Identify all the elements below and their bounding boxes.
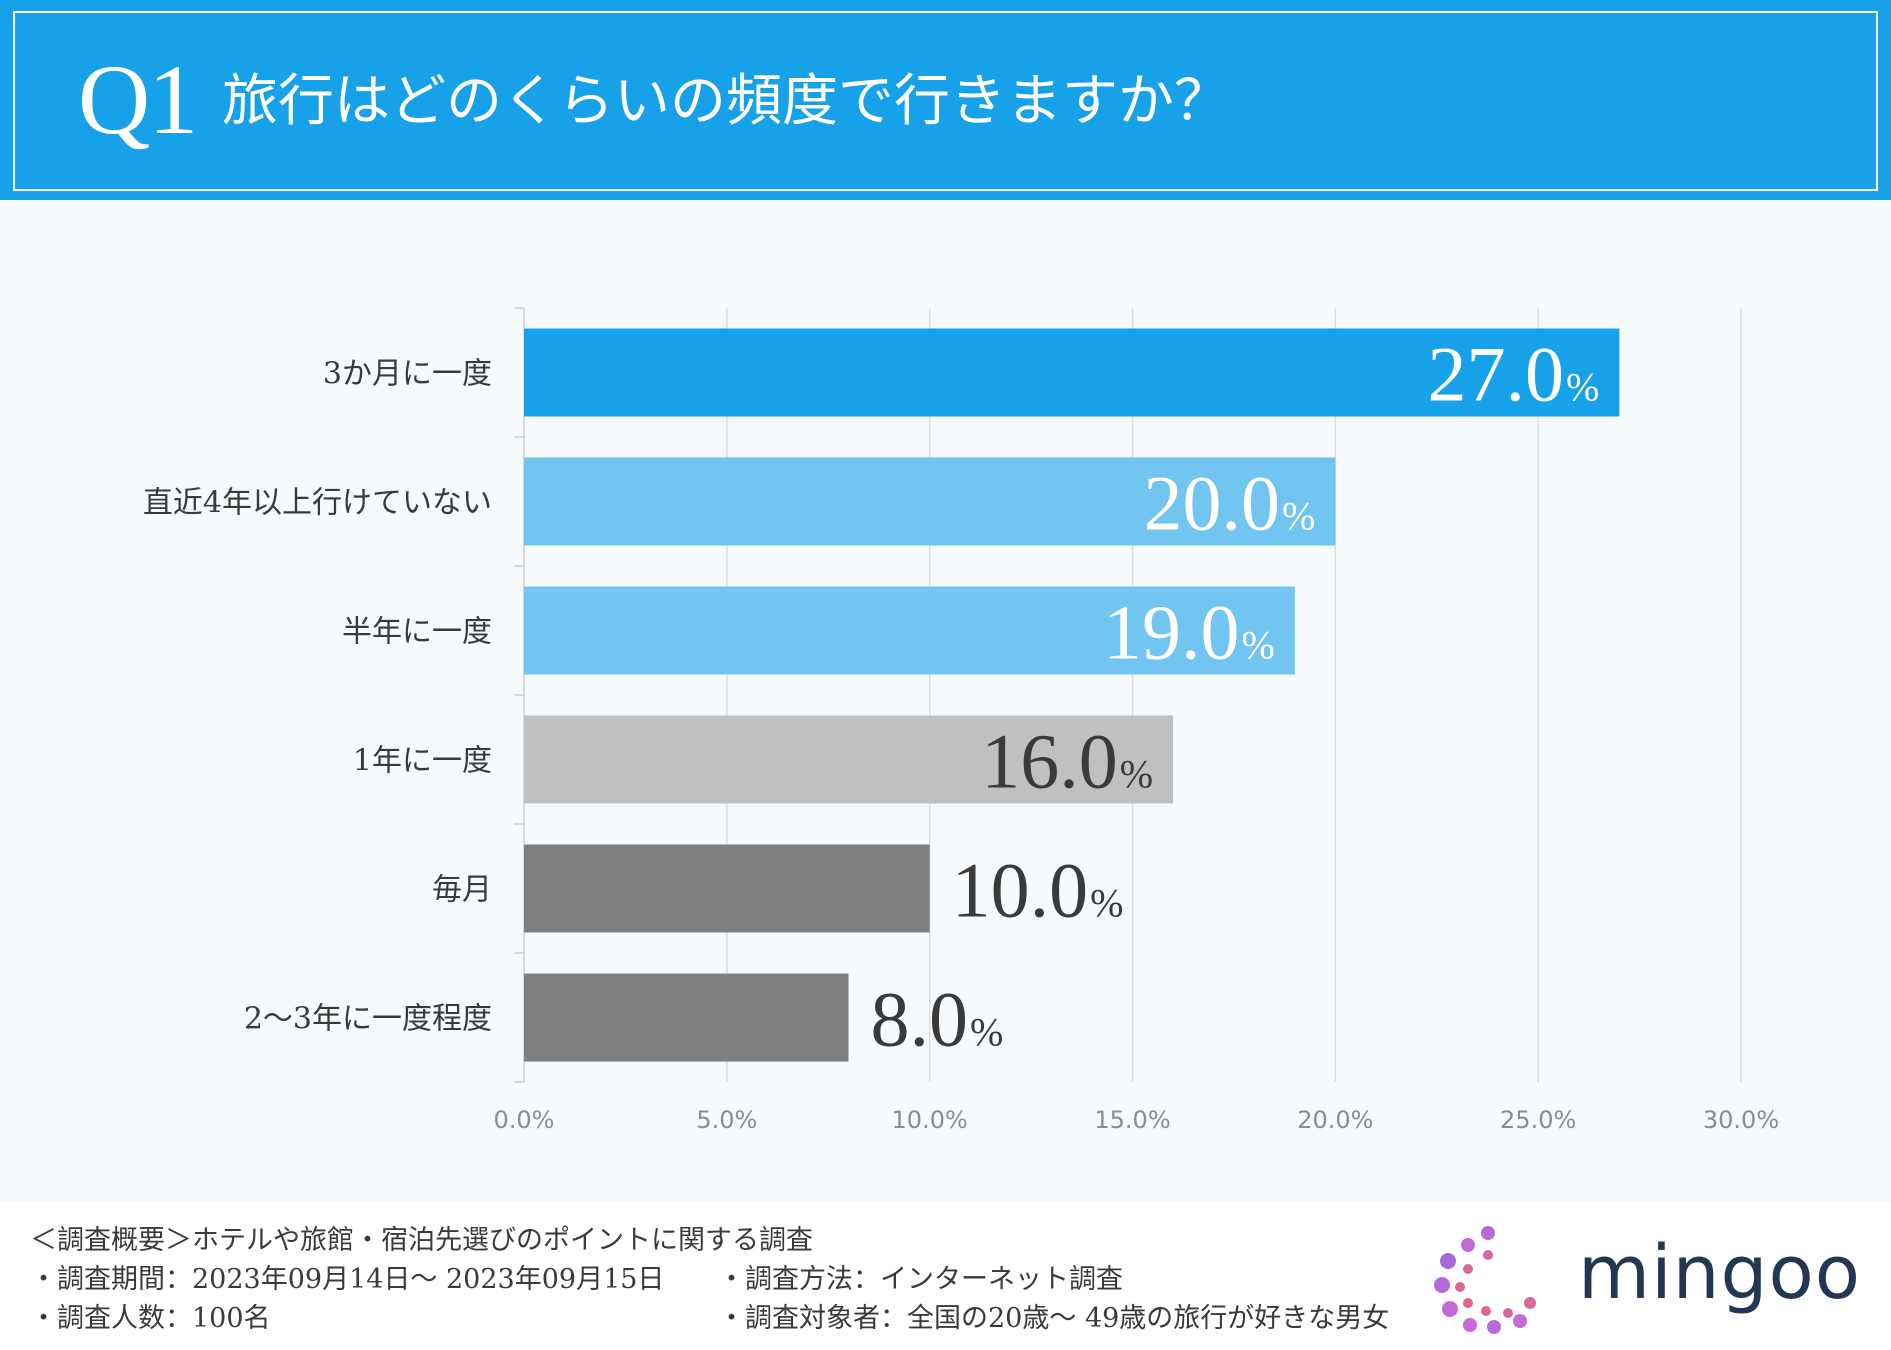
bar-chart: 3か月に一度直近4年以上行けていない半年に一度1年に一度毎月2〜3年に一度程度 … [143,307,1780,1134]
chart-gridlines [514,307,1742,1083]
value-label: 19.0% [1103,589,1275,676]
question-header: Q1 旅行はどのくらいの頻度で行きますか？ [0,0,1891,200]
x-tick-label: 0.0% [494,1106,555,1134]
x-tick-label: 5.0% [696,1106,757,1134]
category-label: 1年に一度 [353,744,492,779]
survey-summary: ＜調査概要＞ホテルや旅館・宿泊先選びのポイントに関する調査 [30,1225,813,1256]
bar [524,586,1295,675]
survey-respondents: ・調査人数：100名 [30,1303,271,1334]
bar [524,844,930,933]
mingoo-logo-text: mingoo [1578,1230,1862,1316]
bar [524,457,1336,546]
bar [524,973,849,1062]
survey-footer: ＜調査概要＞ホテルや旅館・宿泊先選びのポイントに関する調査 ・調査期間：2023… [0,1203,1891,1350]
x-tick-label: 20.0% [1297,1106,1373,1134]
category-label: 2〜3年に一度程度 [244,1002,492,1037]
survey-target: ・調査対象者：全国の20歳〜 49歳の旅行が好きな男女 [718,1303,1390,1334]
category-label: 毎月 [432,873,492,908]
chart-x-tick-labels: 0.0% 5.0% 10.0% 15.0% 20.0% 25.0% 30.0% [494,1106,1780,1134]
category-label: 半年に一度 [342,615,492,650]
x-tick-label: 25.0% [1500,1106,1576,1134]
survey-period: ・調査期間：2023年09月14日〜 2023年09月15日 [30,1264,665,1295]
header-frame [13,11,1878,191]
x-tick-label: 30.0% [1703,1106,1779,1134]
x-tick-label: 15.0% [1094,1106,1170,1134]
question-number: Q1 [78,44,198,155]
bar [524,715,1174,804]
question-title: 旅行はどのくらいの頻度で行きますか？ [222,69,1230,134]
x-tick-label: 10.0% [892,1106,968,1134]
value-label: 16.0% [981,718,1153,805]
category-label: 3か月に一度 [323,357,492,392]
value-label: 8.0% [871,976,1004,1063]
chart-value-labels: 27.0% 20.0% 19.0% 16.0% 10.0% 8.0% [871,331,1600,1063]
bar [524,328,1620,417]
value-label: 27.0% [1427,331,1599,418]
chart-bars [524,328,1620,1062]
survey-method: ・調査方法：インターネット調査 [718,1264,1123,1295]
mingoo-logo-icon [1434,1226,1536,1334]
category-label: 直近4年以上行けていない [143,486,492,521]
value-label: 20.0% [1144,460,1316,547]
value-label: 10.0% [952,847,1124,934]
